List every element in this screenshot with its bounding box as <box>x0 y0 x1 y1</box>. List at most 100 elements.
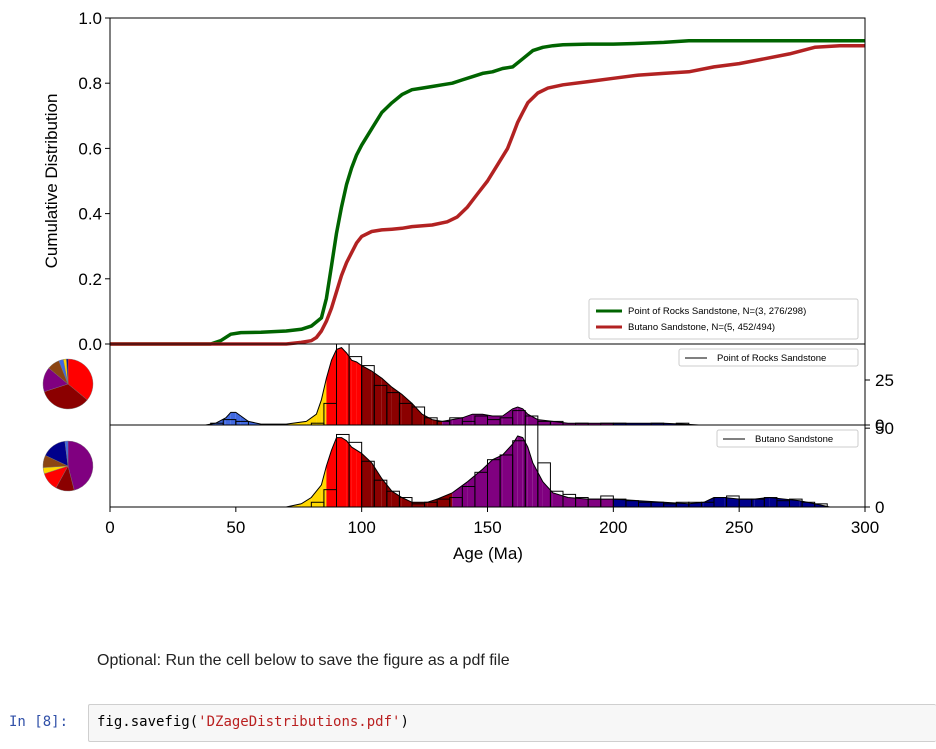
kde-fill-segment <box>517 407 523 425</box>
histogram-point-of-rocks <box>210 343 690 426</box>
kde-fill-segment <box>301 497 312 507</box>
cdf-legend-box <box>588 298 859 340</box>
hist-legend-label-butano: Butano Sandstone <box>755 434 833 445</box>
hist-y-tick-label: 0 <box>875 498 884 517</box>
cdf-y-tick-label: 0.0 <box>78 335 102 354</box>
hist-legend-butano: Butano Sandstone <box>716 429 859 448</box>
legend-label-point-of-rocks: Point of Rocks Sandstone, N=(3, 276/298) <box>628 306 806 317</box>
x-tick-label: 0 <box>105 518 114 537</box>
hist-y-ticks-point-of-rocks: 0 25 <box>865 371 894 435</box>
pie-chart-point-of-rocks <box>42 358 94 410</box>
kde-fill-segment <box>326 450 332 507</box>
hist-legend-box-butano <box>716 429 859 448</box>
kde-fill-segment <box>321 378 327 425</box>
cdf-legend: Point of Rocks Sandstone, N=(3, 276/298)… <box>588 298 859 340</box>
pie-slice <box>67 440 94 491</box>
kde-fill-segment <box>512 436 518 507</box>
hist-panel-point-of-rocks: 0 25 Point of Rocks Sandstone <box>42 343 894 435</box>
kde-fill-segment <box>542 481 553 507</box>
hist-y-ticks-butano: 050 <box>865 419 894 517</box>
x-tick-label: 100 <box>347 518 375 537</box>
legend-label-butano: Butano Sandstone, N=(5, 452/494) <box>628 322 775 333</box>
cdf-line-1 <box>110 43 865 346</box>
x-tick-label: 200 <box>599 518 627 537</box>
kde-fill-segment <box>240 416 249 425</box>
code-line[interactable]: fig.savefig('DZageDistributions.pdf') <box>97 714 409 730</box>
kde-fill-segment <box>326 360 332 425</box>
kde-fill-segment <box>754 497 770 507</box>
cdf-y-axis-label: Cumulative Distribution <box>42 94 61 269</box>
kde-fill-segment <box>724 497 740 507</box>
x-tick-label: 50 <box>226 518 245 537</box>
kde-fill-segment <box>437 492 453 507</box>
kde-fill-segment <box>739 499 755 507</box>
kde-fill-segment <box>306 414 317 425</box>
cdf-y-tick-label: 1.0 <box>78 9 102 28</box>
cdf-y-tick-label: 0.2 <box>78 270 102 289</box>
kde-fill-segment <box>361 365 372 425</box>
cdf-y-ticks: 0.0 0.2 0.4 0.6 0.8 1.0 <box>78 9 110 354</box>
cell-prompt: In [8]: <box>9 714 69 730</box>
kde-fill-segment <box>502 443 513 507</box>
kde-fill-point-of-rocks <box>205 347 699 425</box>
cdf-y-tick-label: 0.8 <box>78 74 102 93</box>
code-string-literal: 'DZageDistributions.pdf' <box>198 714 401 730</box>
kde-fill-segment <box>427 499 438 507</box>
pie-slice <box>67 358 94 401</box>
hist-legend-label-point-of-rocks: Point of Rocks Sandstone <box>717 353 826 364</box>
kde-fill-segment <box>452 481 468 507</box>
kde-fill-segment <box>391 491 402 507</box>
kde-fill-segment <box>714 497 725 507</box>
kde-fill-segment <box>527 414 538 425</box>
kde-line-butano <box>286 435 830 508</box>
x-tick-label: 300 <box>851 518 879 537</box>
kde-fill-segment <box>316 399 322 425</box>
kde-fill-segment <box>341 347 347 425</box>
pie-slice <box>64 440 69 467</box>
kde-fill-segment <box>401 497 412 507</box>
kde-fill-segment <box>502 408 513 425</box>
code-call: fig.savefig( <box>97 714 199 730</box>
code-cell-input[interactable]: fig.savefig('DZageDistributions.pdf') <box>88 704 936 742</box>
pie-slice <box>66 358 69 385</box>
cdf-line-0 <box>110 39 865 346</box>
hist-y-tick-label: 0 <box>875 416 884 435</box>
hist-legend-box-point-of-rocks <box>678 348 859 367</box>
kde-fill-segment <box>422 414 433 425</box>
x-tick-label: 250 <box>725 518 753 537</box>
pie-slice <box>43 383 88 410</box>
dz-age-distribution-figure: 0.0 0.2 0.4 0.6 0.8 1.0 Cumulative Distributi… <box>42 9 894 563</box>
kde-fill-segment <box>371 462 382 507</box>
kde-fill-segment <box>512 407 518 425</box>
kde-fill-segment <box>527 447 533 507</box>
kde-fill-segment <box>336 347 342 425</box>
kde-fill-segment <box>361 453 372 507</box>
hist-legend-point-of-rocks: Point of Rocks Sandstone <box>678 348 859 367</box>
x-tick-label: 150 <box>473 518 501 537</box>
kde-fill-segment <box>371 371 382 425</box>
hist-y-tick-label: 25 <box>875 371 894 390</box>
kde-fill-segment <box>568 497 589 507</box>
kde-fill-segment <box>341 437 347 507</box>
kde-line-point-of-rocks <box>205 347 699 426</box>
markdown-cell-text: Optional: Run the cell below to save the… <box>97 652 510 669</box>
kde-fill-segment <box>336 437 342 507</box>
kde-fill-segment <box>492 455 503 507</box>
x-axis-ticks: 0 50 100 150 200 250 300 <box>105 507 879 537</box>
kde-fill-segment <box>356 362 362 425</box>
kde-fill-segment <box>351 447 357 507</box>
kde-fill-segment <box>351 360 357 425</box>
kde-fill-segment <box>331 349 337 425</box>
kde-fill-segment <box>230 412 236 425</box>
kde-fill-segment <box>311 484 322 507</box>
hist-y-tick-label: 50 <box>875 419 894 438</box>
pie-chart-butano <box>42 440 94 492</box>
hist-panel-butano: 050 Butano Sandstone <box>42 419 894 517</box>
kde-fill-segment <box>225 412 231 425</box>
cdf-y-tick-label: 0.4 <box>78 205 102 224</box>
kde-fill-segment <box>356 450 362 507</box>
kde-fill-segment <box>517 436 523 507</box>
kde-fill-segment <box>401 394 412 425</box>
code-close-paren: ) <box>400 714 409 730</box>
cdf-series <box>110 39 865 346</box>
